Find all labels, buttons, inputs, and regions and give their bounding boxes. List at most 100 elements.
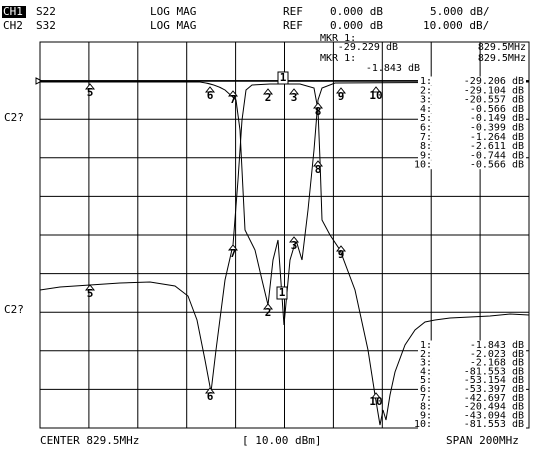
trace-marker-label: 5 [87, 86, 94, 99]
trace-marker-label: 9 [338, 248, 345, 261]
list-index: 10: [414, 419, 432, 430]
channel: CH1 [3, 5, 23, 18]
trace-s22 [40, 81, 530, 326]
active-marker-box [276, 286, 288, 300]
trace-marker-label: 6 [207, 89, 214, 102]
list-index: 4: [420, 104, 432, 115]
list-bg [418, 410, 526, 420]
marker-arrow [370, 86, 382, 93]
list-bg [418, 366, 526, 376]
list-index: 6: [420, 384, 432, 395]
trace-marker-label: 2 [265, 91, 272, 104]
list-index: 2: [420, 349, 432, 360]
marker-arrow [262, 303, 274, 310]
list-bg [418, 85, 526, 95]
marker-arrow [227, 90, 239, 97]
format: LOG MAG [150, 5, 196, 18]
list-value: -53.397 dB [464, 384, 524, 395]
channel: CH2 [3, 19, 23, 32]
ref: 0.000 dB [330, 5, 383, 18]
list-bg [418, 393, 526, 403]
list-bg [418, 340, 526, 350]
list-bg [418, 402, 526, 412]
param: S32 [36, 19, 56, 32]
list-index: 4: [420, 366, 432, 377]
list-index: 7: [420, 132, 432, 143]
ref-pointer [35, 77, 44, 85]
footer-center: CENTER 829.5MHz [40, 434, 139, 447]
list-index: 3: [420, 358, 432, 369]
list-index: 7: [420, 393, 432, 404]
footer-span: SPAN 200MHz [446, 434, 519, 447]
list-index: 5: [420, 375, 432, 386]
list-value: -2.611 dB [470, 141, 524, 152]
trace-marker-label: 7 [230, 247, 237, 260]
list-value: -0.744 dB [470, 150, 524, 161]
list-index: 10: [414, 160, 432, 171]
list-index: 6: [420, 123, 432, 134]
list-bg [418, 384, 526, 394]
list-bg [418, 358, 526, 368]
list-value: -0.149 dB [470, 113, 524, 124]
param: S22 [36, 5, 56, 18]
list-index: 1: [420, 340, 432, 351]
list-value: -0.399 dB [470, 123, 524, 134]
list-index: 2: [420, 85, 432, 96]
list-value: -53.154 dB [464, 375, 524, 386]
list-index: 9: [420, 410, 432, 421]
list-bg [418, 160, 526, 170]
marker-arrow [204, 86, 216, 93]
list-value: -2.023 dB [470, 349, 524, 360]
list-bg [418, 419, 526, 429]
list-value: -1.264 dB [470, 132, 524, 143]
trace-marker-label: 7 [230, 93, 237, 106]
list-bg [418, 95, 526, 105]
marker-arrow [335, 245, 347, 252]
list-bg [418, 76, 526, 86]
marker-label: MKR 1: [320, 33, 356, 44]
marker-arrow [204, 387, 216, 394]
marker-value: -29.229 dB [338, 42, 398, 53]
marker-arrow [335, 87, 347, 94]
scale: 10.000 dB/ [423, 19, 489, 32]
list-value: -81.553 dB [464, 366, 524, 377]
list-bg [418, 104, 526, 114]
marker-arrow [370, 392, 382, 399]
list-bg [418, 141, 526, 151]
trace-marker-label: 10 [369, 89, 382, 102]
trace-marker-label: 8 [315, 105, 322, 118]
scale: 5.000 dB/ [430, 5, 490, 18]
list-value: -20.557 dB [464, 95, 524, 106]
list-value: -2.168 dB [470, 358, 524, 369]
ref-label: REF [283, 5, 303, 18]
list-value: -29.104 dB [464, 85, 524, 96]
list-bg [418, 113, 526, 123]
list-index: 8: [420, 402, 432, 413]
trace-marker-label: 1 [280, 71, 287, 84]
side-label: C2? [4, 111, 24, 124]
list-bg [418, 349, 526, 359]
list-index: 5: [420, 113, 432, 124]
list-value: -29.206 dB [464, 76, 524, 87]
trace-marker-label: 3 [291, 91, 298, 104]
list-value: -81.553 dB [464, 419, 524, 430]
marker-arrow [84, 83, 96, 90]
marker-arrow [288, 88, 300, 95]
trace-marker-label: 5 [87, 287, 94, 300]
list-value: -43.094 dB [464, 410, 524, 421]
marker-label: MKR 1: [320, 53, 356, 64]
marker-arrow [312, 102, 324, 109]
list-bg [418, 123, 526, 132]
list-value: -0.566 dB [470, 160, 524, 171]
trace-marker-label: 8 [315, 163, 322, 176]
list-value: -42.697 dB [464, 393, 524, 404]
trace-s32 [39, 83, 530, 426]
active-marker-box [277, 71, 289, 85]
active-channel-box [2, 6, 26, 18]
list-value: -20.494 dB [464, 402, 524, 413]
marker-arrow [227, 244, 239, 251]
format: LOG MAG [150, 19, 196, 32]
list-value: -1.843 dB [470, 340, 524, 351]
ref-label: REF [283, 19, 303, 32]
